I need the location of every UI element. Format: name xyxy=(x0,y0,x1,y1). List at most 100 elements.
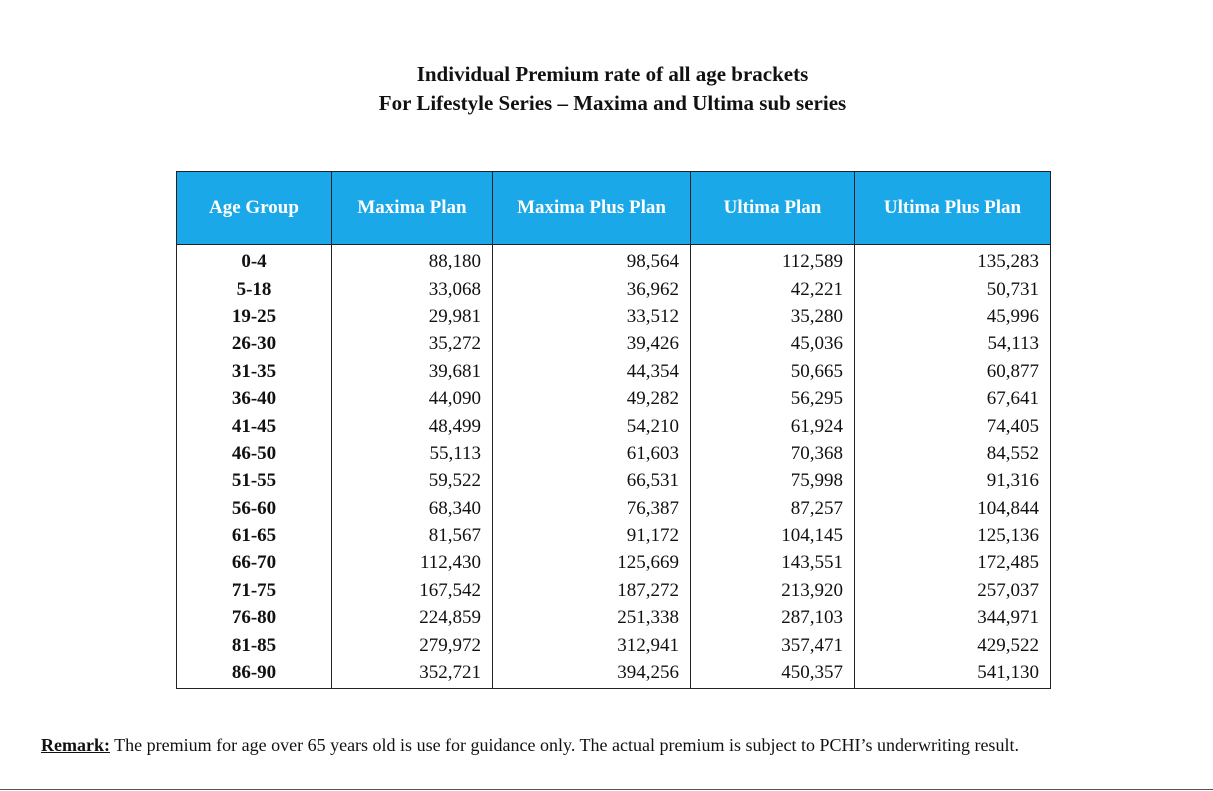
premium-cell: 33,512 xyxy=(492,302,691,331)
premium-cell: 50,731 xyxy=(854,275,1051,303)
age-group-cell: 5-18 xyxy=(176,275,332,303)
table-row: 36-40 44,090 49,282 56,295 67,641 xyxy=(176,384,1051,413)
table-row: 66-70 112,430 125,669 143,551 172,485 xyxy=(176,549,1051,577)
premium-cell: 187,272 xyxy=(492,576,691,605)
table-row: 26-30 35,272 39,426 45,036 54,113 xyxy=(176,330,1051,358)
premium-cell: 394,256 xyxy=(492,658,691,690)
table-row: 46-50 55,113 61,603 70,368 84,552 xyxy=(176,439,1051,468)
age-group-cell: 56-60 xyxy=(176,494,332,522)
premium-cell: 61,603 xyxy=(492,439,691,468)
premium-cell: 55,113 xyxy=(331,439,493,468)
premium-cell: 39,426 xyxy=(492,330,691,358)
bottom-divider xyxy=(0,789,1213,790)
age-group-cell: 0-4 xyxy=(176,244,332,276)
premium-cell: 44,354 xyxy=(492,357,691,385)
header-age-group: Age Group xyxy=(176,171,332,245)
remark-text: The premium for age over 65 years old is… xyxy=(109,735,1019,755)
age-group-cell: 81-85 xyxy=(176,631,332,659)
premium-cell: 49,282 xyxy=(492,384,691,413)
premium-cell: 125,136 xyxy=(854,521,1051,550)
age-group-cell: 46-50 xyxy=(176,439,332,468)
age-group-cell: 51-55 xyxy=(176,467,332,495)
age-group-cell: 19-25 xyxy=(176,302,332,331)
premium-cell: 312,941 xyxy=(492,631,691,659)
header-ultima-plan: Ultima Plan xyxy=(690,171,855,245)
age-group-cell: 26-30 xyxy=(176,330,332,358)
premium-cell: 344,971 xyxy=(854,604,1051,632)
table-row: 31-35 39,681 44,354 50,665 60,877 xyxy=(176,357,1051,385)
premium-cell: 56,295 xyxy=(690,384,855,413)
table-row: 41-45 48,499 54,210 61,924 74,405 xyxy=(176,412,1051,440)
premium-cell: 135,283 xyxy=(854,244,1051,276)
premium-cell: 84,552 xyxy=(854,439,1051,468)
age-group-cell: 86-90 xyxy=(176,658,332,690)
table-row: 5-18 33,068 36,962 42,221 50,731 xyxy=(176,275,1051,303)
premium-cell: 98,564 xyxy=(492,244,691,276)
premium-cell: 112,430 xyxy=(331,549,493,577)
table-row: 19-25 29,981 33,512 35,280 45,996 xyxy=(176,302,1051,331)
table-row: 86-90 352,721 394,256 450,357 541,130 xyxy=(176,658,1051,690)
age-group-cell: 66-70 xyxy=(176,549,332,577)
table-row: 0-4 88,180 98,564 112,589 135,283 xyxy=(176,244,1051,276)
premium-cell: 257,037 xyxy=(854,576,1051,605)
premium-cell: 251,338 xyxy=(492,604,691,632)
premium-cell: 213,920 xyxy=(690,576,855,605)
premium-cell: 54,113 xyxy=(854,330,1051,358)
premium-cell: 88,180 xyxy=(331,244,493,276)
table-row: 61-65 81,567 91,172 104,145 125,136 xyxy=(176,521,1051,550)
premium-cell: 143,551 xyxy=(690,549,855,577)
premium-cell: 450,357 xyxy=(690,658,855,690)
premium-cell: 61,924 xyxy=(690,412,855,440)
premium-cell: 224,859 xyxy=(331,604,493,632)
premium-cell: 74,405 xyxy=(854,412,1051,440)
premium-cell: 66,531 xyxy=(492,467,691,495)
premium-cell: 91,316 xyxy=(854,467,1051,495)
table-row: 76-80 224,859 251,338 287,103 344,971 xyxy=(176,604,1051,632)
title-line-1: Individual Premium rate of all age brack… xyxy=(416,62,809,86)
premium-cell: 76,387 xyxy=(492,494,691,522)
premium-cell: 60,877 xyxy=(854,357,1051,385)
premium-cell: 104,145 xyxy=(690,521,855,550)
table-body: 0-4 88,180 98,564 112,589 135,283 5-18 33,068 3… xyxy=(176,244,1051,690)
header-maxima-plan: Maxima Plan xyxy=(331,171,493,245)
header-maxima-plus-plan: Maxima Plus Plan xyxy=(492,171,691,245)
premium-cell: 81,567 xyxy=(331,521,493,550)
age-group-cell: 76-80 xyxy=(176,604,332,632)
remark-note: Remark: The premium for age over 65 year… xyxy=(41,735,1019,756)
premium-cell: 50,665 xyxy=(690,357,855,385)
premium-cell: 287,103 xyxy=(690,604,855,632)
premium-cell: 45,996 xyxy=(854,302,1051,331)
table-row: 71-75 167,542 187,272 213,920 257,037 xyxy=(176,576,1051,605)
premium-cell: 68,340 xyxy=(331,494,493,522)
premium-cell: 125,669 xyxy=(492,549,691,577)
table-row: 51-55 59,522 66,531 75,998 91,316 xyxy=(176,467,1051,495)
premium-cell: 35,280 xyxy=(690,302,855,331)
premium-cell: 54,210 xyxy=(492,412,691,440)
premium-cell: 36,962 xyxy=(492,275,691,303)
age-group-cell: 71-75 xyxy=(176,576,332,605)
premium-cell: 45,036 xyxy=(690,330,855,358)
premium-cell: 429,522 xyxy=(854,631,1051,659)
table-row: 56-60 68,340 76,387 87,257 104,844 xyxy=(176,494,1051,522)
premium-cell: 541,130 xyxy=(854,658,1051,690)
age-group-cell: 31-35 xyxy=(176,357,332,385)
premium-cell: 42,221 xyxy=(690,275,855,303)
premium-cell: 67,641 xyxy=(854,384,1051,413)
premium-rate-table: Age Group Maxima Plan Maxima Plus Plan U… xyxy=(176,171,1051,690)
age-group-cell: 41-45 xyxy=(176,412,332,440)
premium-cell: 167,542 xyxy=(331,576,493,605)
premium-cell: 39,681 xyxy=(331,357,493,385)
age-group-cell: 61-65 xyxy=(176,521,332,550)
age-group-cell: 36-40 xyxy=(176,384,332,413)
premium-cell: 104,844 xyxy=(854,494,1051,522)
premium-cell: 112,589 xyxy=(690,244,855,276)
document-title: Individual Premium rate of all age brack… xyxy=(0,60,1213,118)
premium-cell: 87,257 xyxy=(690,494,855,522)
table-header-row: Age Group Maxima Plan Maxima Plus Plan U… xyxy=(176,171,1051,245)
premium-cell: 172,485 xyxy=(854,549,1051,577)
premium-cell: 29,981 xyxy=(331,302,493,331)
premium-cell: 70,368 xyxy=(690,439,855,468)
remark-label: Remark: xyxy=(41,735,110,755)
premium-cell: 352,721 xyxy=(331,658,493,690)
title-line-2: For Lifestyle Series – Maxima and Ultima… xyxy=(378,91,847,115)
